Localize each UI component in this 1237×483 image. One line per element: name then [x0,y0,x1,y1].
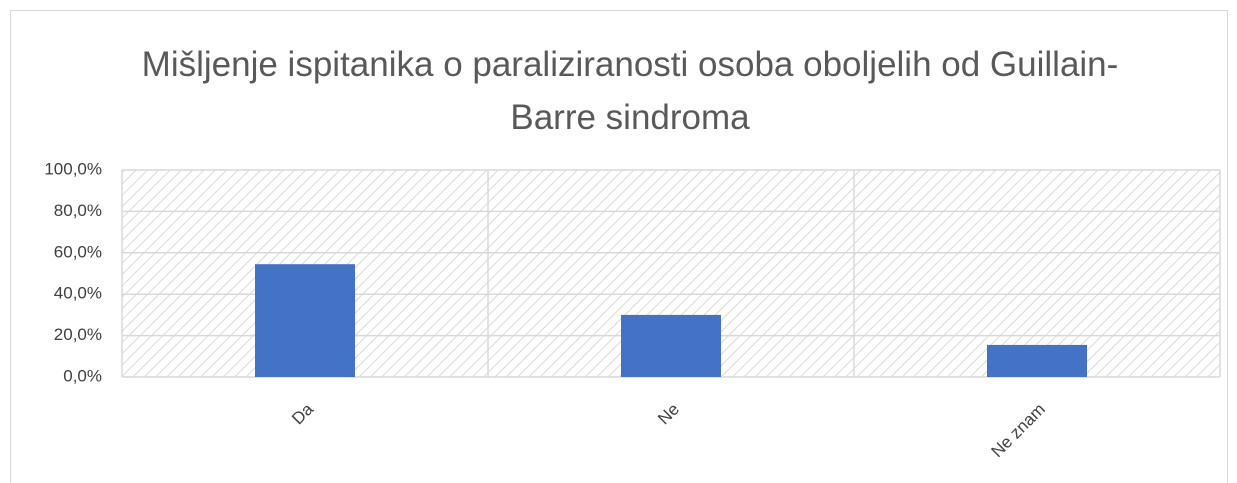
bar [255,264,355,377]
x-tick-label: Ne [654,400,683,429]
chart-frame [10,10,1228,483]
y-tick-label: 80,0% [54,201,102,220]
chart-title: Mišljenje ispitanika o paraliziranosti o… [141,45,1119,137]
y-tick-label: 20,0% [54,325,102,344]
y-tick-label: 0,0% [63,366,102,385]
bar [621,314,721,377]
x-tick-label: Ne znam [987,400,1049,462]
bar [987,344,1087,377]
y-tick-label: 60,0% [54,242,102,261]
y-tick-label: 100,0% [44,159,102,178]
x-tick-label: Da [288,399,317,428]
y-tick-label: 40,0% [54,284,102,303]
